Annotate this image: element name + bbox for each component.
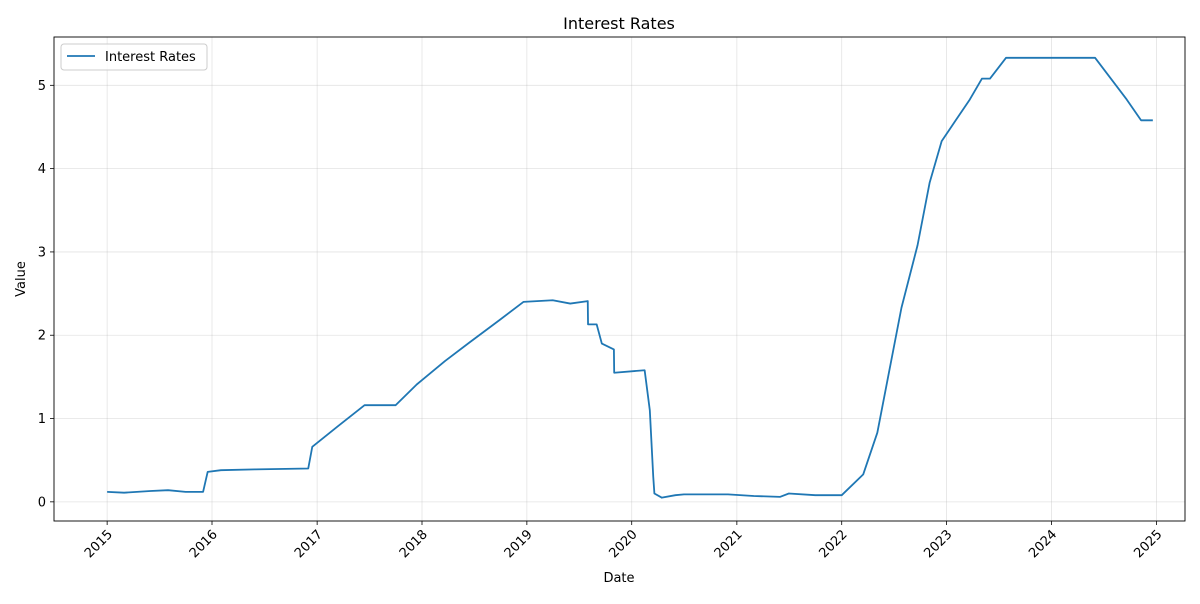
y-tick-label: 2 [38,329,46,344]
y-tick-label: 1 [38,412,46,427]
legend-box [60,43,208,71]
plot-frame [53,36,1186,522]
y-tick-label: 0 [38,495,46,510]
y-axis: 0 1 2 3 4 5 [38,79,54,510]
y-tick-label: 3 [38,245,46,260]
y-tick-label: 5 [38,79,46,94]
y-axis-label: Value [14,261,29,297]
y-tick-label: 4 [38,162,46,177]
legend-label: Interest Rates [105,50,196,65]
series-line [107,56,1153,499]
legend: Interest Rates [60,43,208,71]
series-layer [107,56,1153,499]
x-axis-label: Date [603,571,634,586]
grid-layer [54,37,1185,521]
chart-title: Interest Rates [563,14,675,33]
